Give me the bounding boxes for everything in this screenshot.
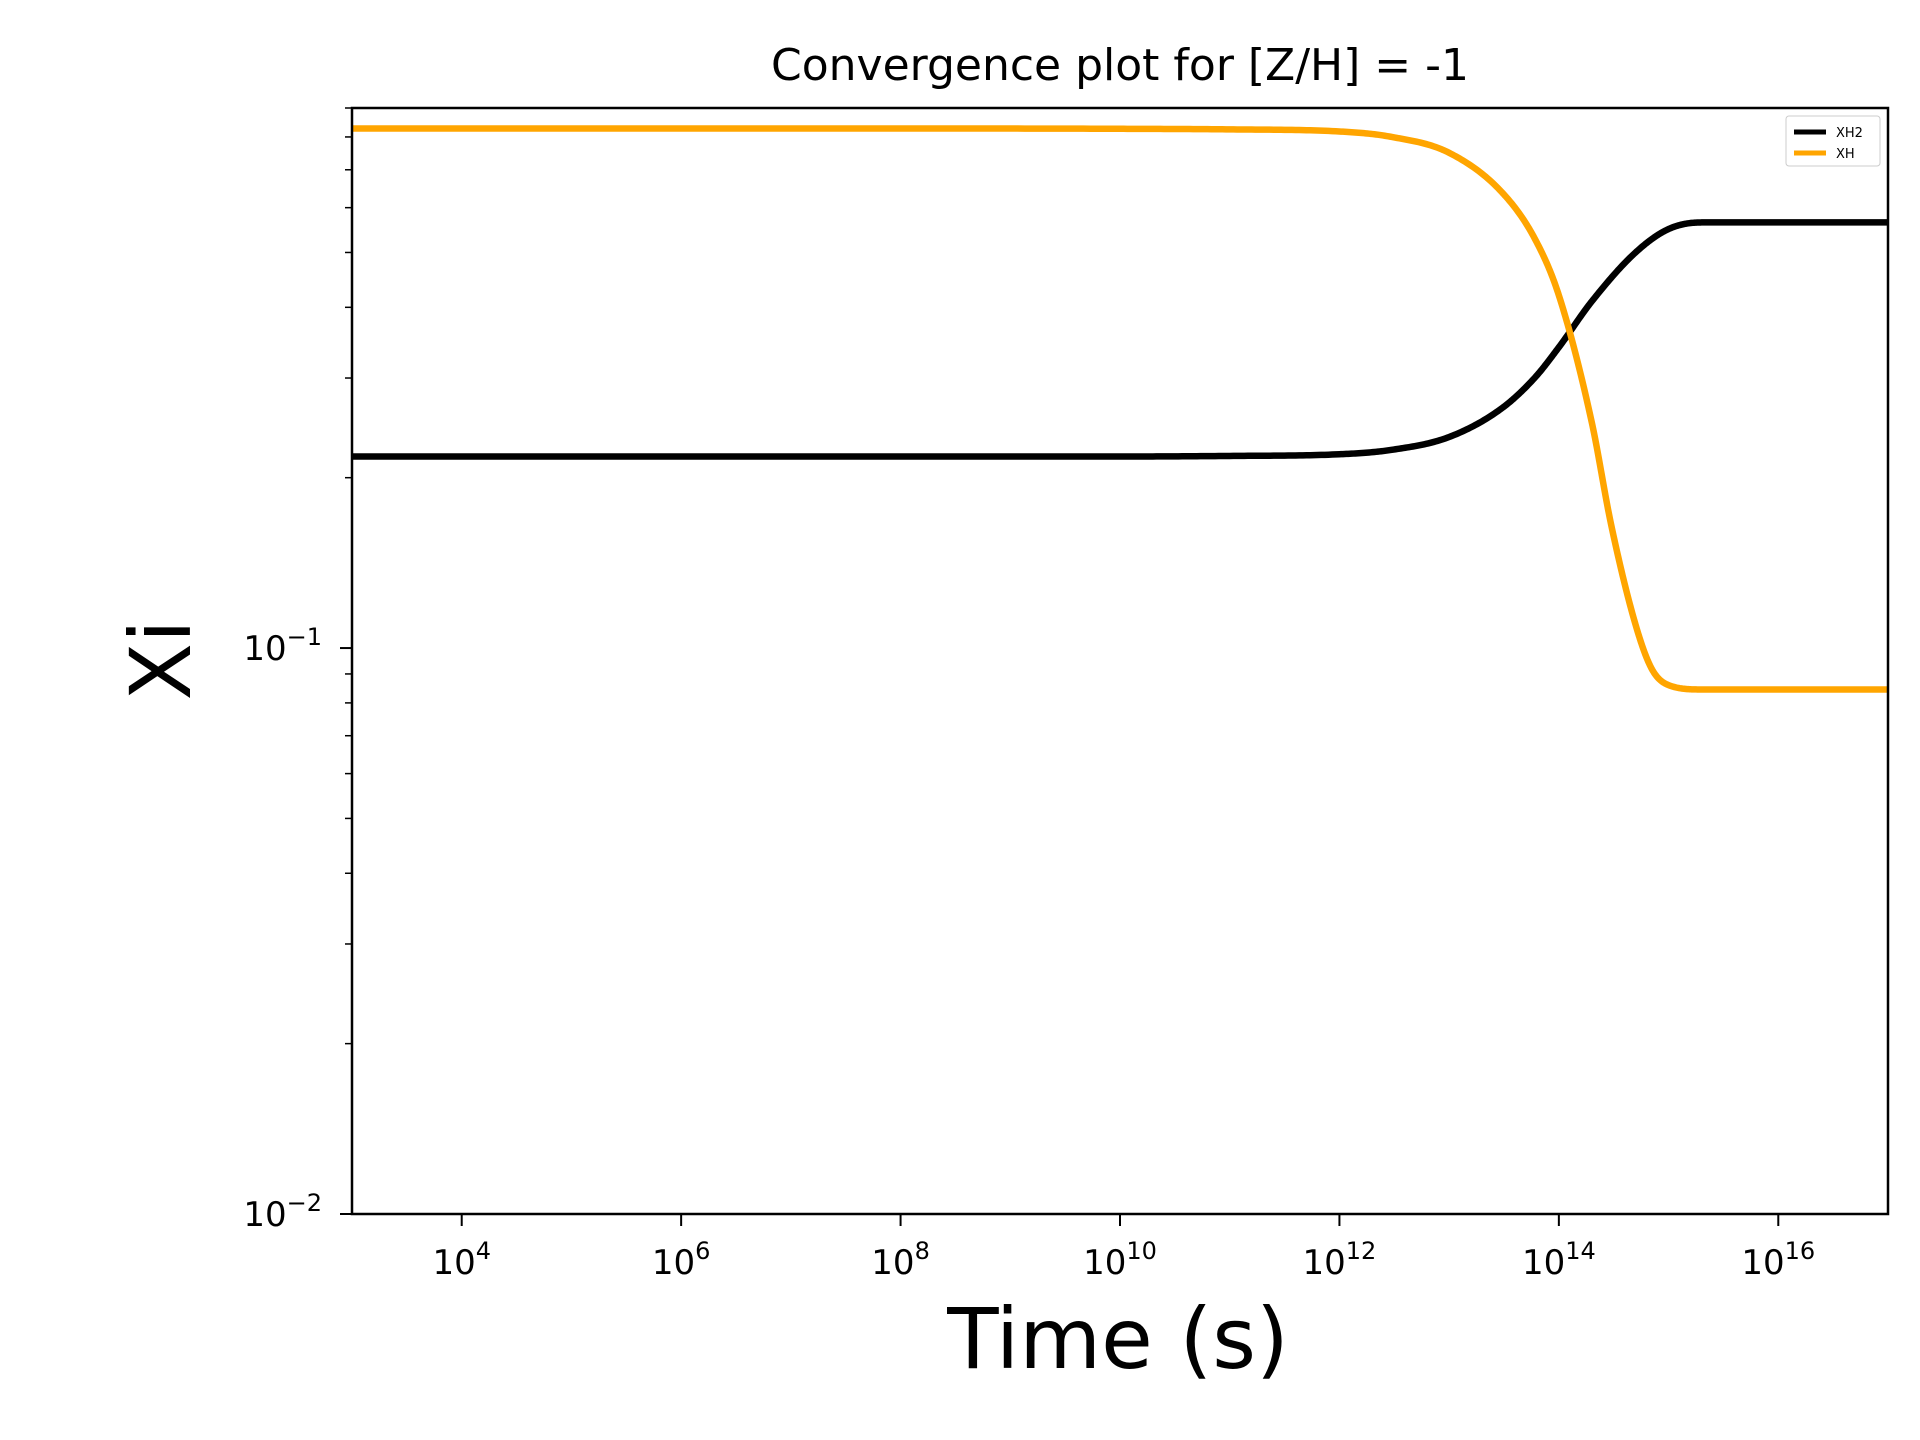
x-axis-ticks: 104 106 108 1010 1012 1014 1016 [432, 1214, 1815, 1283]
legend: XH2 XH [1785, 115, 1881, 167]
y-tick-label: 10−2 [243, 1189, 322, 1235]
x-axis-label: Time (s) [946, 1290, 1289, 1388]
series-line-xh [352, 125, 1888, 693]
y-tick-label: 10−1 [243, 623, 322, 669]
x-tick-label: 1012 [1303, 1237, 1377, 1283]
chart-title: Convergence plot for [Z/H] = -1 [771, 40, 1469, 91]
legend-box [1785, 115, 1881, 167]
legend-label-xh: XH [1836, 147, 1855, 162]
x-tick-label: 1014 [1522, 1237, 1596, 1283]
x-tick-label: 108 [871, 1237, 930, 1283]
series-layer [352, 125, 1888, 693]
x-tick-label: 106 [652, 1237, 711, 1283]
x-tick-label: 1010 [1083, 1237, 1157, 1283]
x-tick-label: 104 [432, 1237, 491, 1283]
y-axis-ticks: 10−2 10−1 [243, 107, 352, 1235]
y-axis-label: Xi [112, 620, 210, 701]
x-tick-label: 1016 [1741, 1237, 1815, 1283]
legend-label-xh2: XH2 [1836, 126, 1863, 141]
series-line-xh2 [352, 219, 1888, 460]
